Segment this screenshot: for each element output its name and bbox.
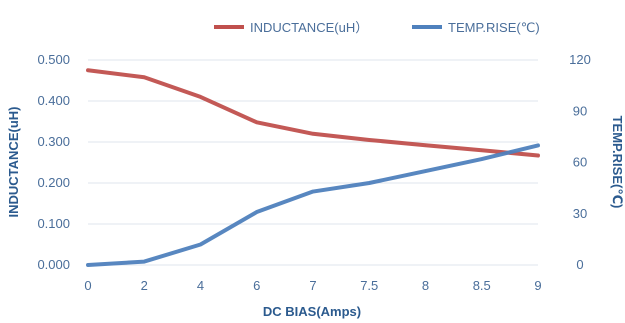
- y-tick-label: 0.300: [37, 134, 70, 149]
- y2-tick-label: 60: [573, 155, 587, 170]
- data-point-temp-rise: [368, 182, 370, 184]
- data-point-inductance: [481, 149, 483, 151]
- grid-lines: [88, 59, 538, 266]
- x-tick-label: 9: [534, 278, 541, 293]
- legend-label-temp-rise: TEMP.RISE(℃): [448, 20, 540, 35]
- x-tick-label: 6: [253, 278, 260, 293]
- right-axis-title: TEMP.RISE(℃): [610, 116, 625, 209]
- y2-tick-label: 120: [569, 52, 591, 67]
- data-point-temp-rise: [87, 264, 89, 266]
- data-point-inductance: [312, 133, 314, 135]
- y-tick-label: 0.000: [37, 257, 70, 272]
- x-axis-ticks: 0 2 4 6 7 7.5 8 8.5 9: [84, 278, 541, 293]
- x-tick-label: 8.5: [473, 278, 491, 293]
- data-point-inductance: [368, 139, 370, 141]
- x-tick-label: 7: [309, 278, 316, 293]
- left-axis-ticks: 0.000 0.100 0.200 0.300 0.400 0.500: [37, 52, 70, 272]
- data-point-inductance: [256, 121, 258, 123]
- x-axis-title: DC BIAS(Amps): [263, 304, 361, 319]
- legend-label-inductance: INDUCTANCE(uH）: [250, 20, 368, 35]
- y2-tick-label: 90: [573, 103, 587, 118]
- legend-item-inductance[interactable]: INDUCTANCE(uH）: [214, 20, 368, 35]
- series-lines: [86, 68, 540, 267]
- y2-tick-label: 0: [576, 257, 583, 272]
- data-point-temp-rise: [256, 211, 258, 213]
- y-tick-label: 0.100: [37, 216, 70, 231]
- legend-item-temp-rise[interactable]: TEMP.RISE(℃): [412, 20, 540, 35]
- y2-tick-label: 30: [573, 206, 587, 221]
- right-axis-ticks: 0 30 60 90 120: [569, 52, 591, 272]
- data-point-temp-rise: [537, 144, 539, 146]
- data-point-inductance: [87, 69, 89, 71]
- series-line-inductance: [86, 68, 540, 158]
- x-tick-label: 2: [141, 278, 148, 293]
- series-line-temp-rise: [86, 143, 540, 267]
- left-axis-title: INDUCTANCE(uH): [6, 107, 21, 218]
- legend: INDUCTANCE(uH） TEMP.RISE(℃): [214, 20, 540, 35]
- y-tick-label: 0.200: [37, 175, 70, 190]
- data-point-inductance: [537, 155, 539, 157]
- x-tick-label: 4: [197, 278, 204, 293]
- data-point-inductance: [425, 144, 426, 146]
- x-tick-label: 7.5: [360, 278, 378, 293]
- data-point-temp-rise: [312, 191, 314, 193]
- data-point-temp-rise: [481, 158, 483, 160]
- data-point-temp-rise: [425, 170, 426, 172]
- y-tick-label: 0.400: [37, 93, 70, 108]
- data-point-inductance: [200, 96, 201, 98]
- x-tick-label: 8: [422, 278, 429, 293]
- data-point-temp-rise: [200, 244, 201, 245]
- data-point-temp-rise: [143, 261, 145, 263]
- y-tick-label: 0.500: [37, 52, 70, 67]
- x-tick-label: 0: [84, 278, 91, 293]
- data-point-inductance: [143, 76, 145, 78]
